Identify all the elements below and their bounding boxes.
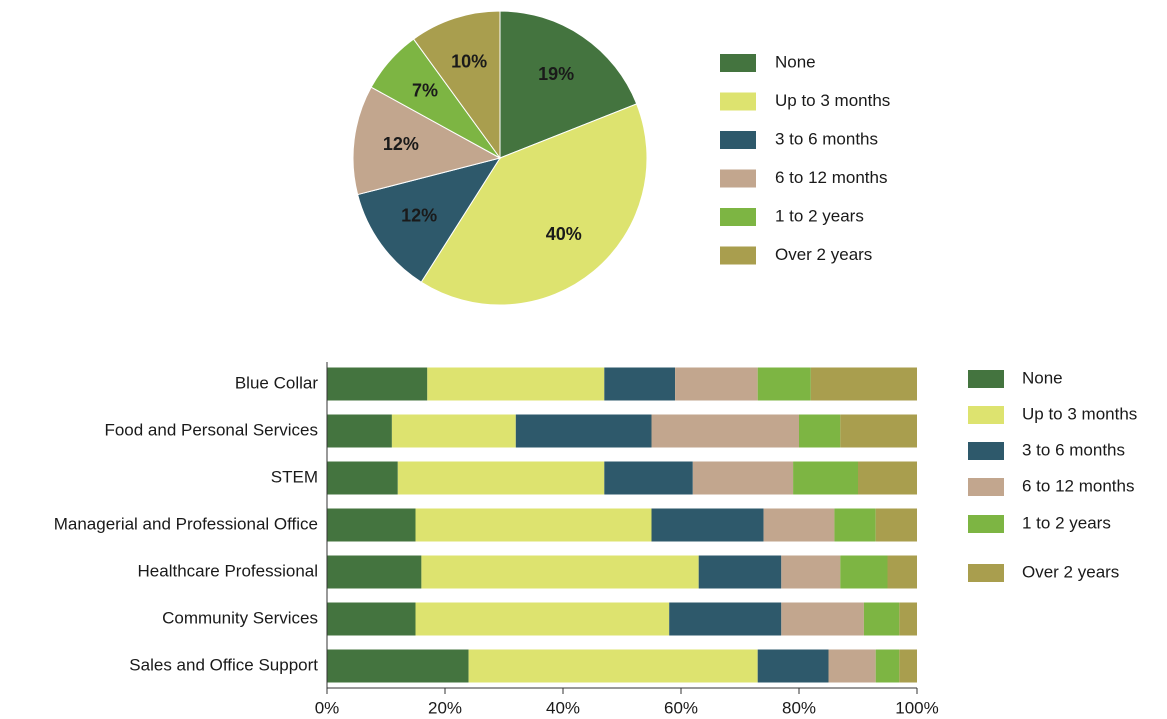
legend-swatch [968,564,1004,582]
bar-segment [899,649,917,683]
legend-label: 6 to 12 months [1022,476,1134,495]
legend-swatch [720,92,756,111]
legend-label: 3 to 6 months [1022,440,1125,459]
pie-label: 10% [451,52,487,72]
bar-segment [858,461,917,495]
legend-label: Over 2 years [1022,562,1119,581]
legend-swatch [968,515,1004,533]
legend-swatch [968,478,1004,496]
legend-swatch [720,169,756,188]
bar-segment [810,367,917,401]
x-tick-label: 0% [315,698,340,717]
legend-swatch [968,370,1004,388]
x-tick-label: 40% [546,698,580,717]
bar-segment [327,367,428,401]
legend-label: None [1022,368,1063,387]
legend-label: Over 2 years [775,245,872,264]
y-tick-label: Blue Collar [235,373,318,392]
legend-swatch [720,208,756,226]
bar-segment [863,602,900,636]
bar-segment [763,508,835,542]
bar-segment [757,367,811,401]
legend-swatch [720,246,756,265]
y-tick-label: Managerial and Professional Office [54,514,318,533]
bar-segment [327,414,392,448]
pie-slice [412,10,501,160]
bar-segment [327,461,398,495]
y-tick-label: Community Services [162,608,318,627]
bar-segment [421,555,699,589]
bar-segment [887,555,917,589]
y-tick-label: Sales and Office Support [129,655,318,674]
pie-slice [420,103,648,306]
bar-segment [757,649,829,683]
bar-segment [899,602,917,636]
bar-segment [327,649,469,683]
bar-segment [327,602,416,636]
bar-segment [799,414,841,448]
bar-segment [427,367,605,401]
bar-segment [327,555,422,589]
legend-label: 3 to 6 months [775,129,878,148]
bar-segment [651,508,764,542]
pie-label: 12% [383,134,419,154]
pie-label: 40% [546,224,582,244]
legend-swatch [968,442,1004,460]
x-tick-label: 20% [428,698,462,717]
pie-slice [499,10,638,159]
bar-segment [604,461,693,495]
bar-segment [327,508,416,542]
bar-segment [781,602,864,636]
bar-segment [781,555,841,589]
legend-swatch [968,406,1004,424]
legend-label: Up to 3 months [1022,404,1137,423]
bar-segment [828,649,876,683]
bar-segment [793,461,858,495]
y-tick-label: Healthcare Professional [138,561,318,580]
bar-segment [692,461,794,495]
bar-segment [397,461,605,495]
bar-segment [675,367,758,401]
bar-segment [415,602,670,636]
bar-segment [875,508,917,542]
legend-label: Up to 3 months [775,91,890,110]
x-tick-label: 60% [664,698,698,717]
legend-label: 1 to 2 years [775,206,864,225]
bar-segment [651,414,799,448]
bar-segment [415,508,652,542]
bar-segment [840,555,888,589]
x-tick-label: 80% [782,698,816,717]
bar-segment [875,649,900,683]
legend-label: 6 to 12 months [775,168,887,187]
legend-swatch [720,131,756,149]
pie-label: 19% [538,64,574,84]
pie-slice [357,157,502,283]
bar-segment [698,555,782,589]
bar-segment [604,367,676,401]
y-tick-label: STEM [271,467,318,486]
legend-swatch [720,54,756,72]
bar-segment [391,414,516,448]
bar-segment [840,414,917,448]
y-tick-label: Food and Personal Services [104,420,318,439]
bar-segment [468,649,758,683]
pie-label: 12% [401,206,437,226]
x-tick-label: 100% [895,698,938,717]
legend-label: 1 to 2 years [1022,513,1111,532]
pie-slice [352,86,502,196]
bar-segment [669,602,782,636]
pie-label: 7% [412,81,438,101]
bar-segment [515,414,652,448]
bar-segment [834,508,876,542]
legend-label: None [775,52,816,71]
